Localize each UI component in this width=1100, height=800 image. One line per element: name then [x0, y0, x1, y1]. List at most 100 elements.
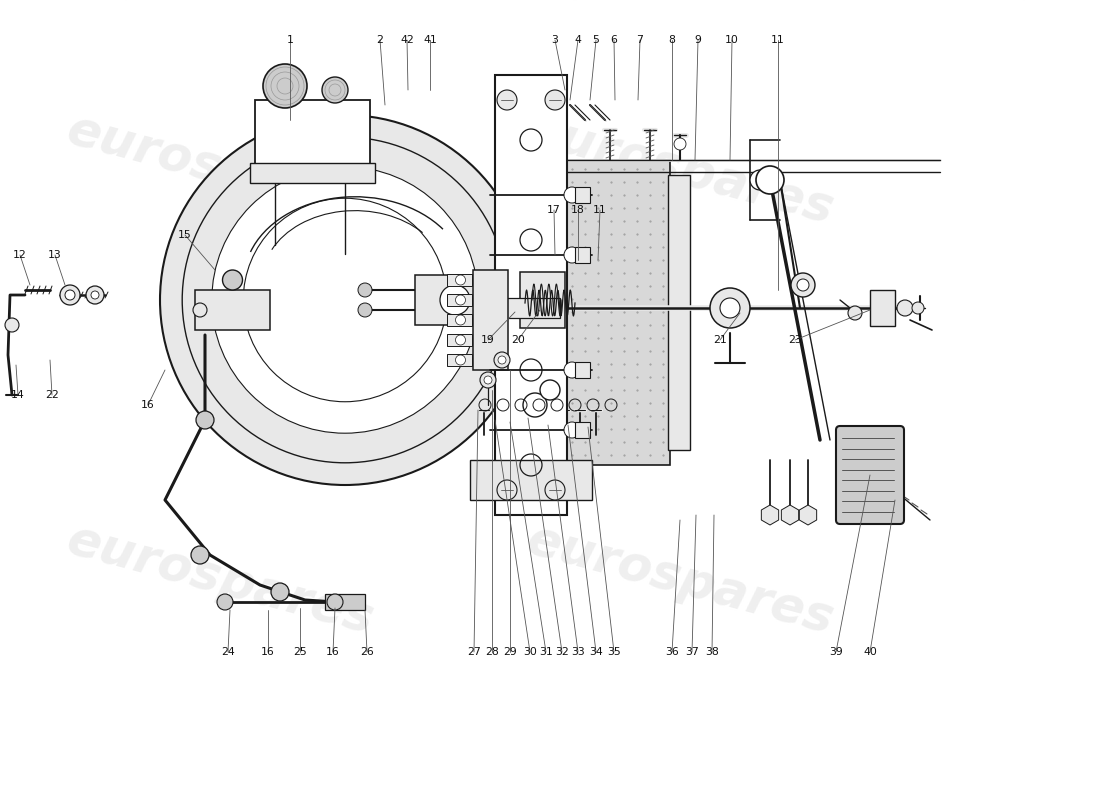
Bar [250, 163, 375, 183]
Circle shape [564, 187, 580, 203]
Circle shape [480, 372, 496, 388]
Bar [415, 275, 495, 325]
Bar [255, 100, 370, 165]
Text: 9: 9 [694, 35, 702, 45]
Text: 17: 17 [547, 205, 561, 215]
Text: 25: 25 [293, 647, 307, 657]
Text: 37: 37 [685, 647, 698, 657]
Bar [448, 294, 473, 306]
Circle shape [564, 422, 580, 438]
Circle shape [212, 166, 478, 434]
Text: 36: 36 [666, 647, 679, 657]
Text: 5: 5 [593, 35, 600, 45]
Circle shape [440, 285, 470, 315]
Bar [324, 594, 365, 610]
Bar [668, 175, 690, 450]
Circle shape [60, 285, 80, 305]
Circle shape [455, 355, 465, 365]
Bar [565, 160, 670, 465]
Text: 19: 19 [481, 335, 495, 345]
Text: 10: 10 [725, 35, 739, 45]
Text: 27: 27 [468, 647, 481, 657]
Text: 33: 33 [571, 647, 585, 657]
Circle shape [322, 77, 348, 103]
Text: 16: 16 [141, 400, 155, 410]
Bar [575, 187, 590, 203]
Circle shape [183, 138, 508, 462]
Circle shape [498, 356, 506, 364]
Circle shape [160, 115, 530, 485]
FancyBboxPatch shape [836, 426, 904, 524]
Circle shape [848, 306, 862, 320]
Circle shape [86, 286, 104, 304]
Text: 2: 2 [376, 35, 384, 45]
Text: 15: 15 [178, 230, 191, 240]
Bar [448, 334, 473, 346]
Circle shape [522, 393, 547, 417]
Circle shape [243, 198, 447, 402]
Text: 38: 38 [705, 647, 719, 657]
Text: 22: 22 [45, 390, 59, 400]
Circle shape [896, 300, 913, 316]
Text: 32: 32 [556, 647, 569, 657]
Text: 28: 28 [485, 647, 499, 657]
Circle shape [484, 376, 492, 384]
Text: eurospares: eurospares [521, 106, 839, 234]
Circle shape [196, 411, 214, 429]
Text: 8: 8 [669, 35, 675, 45]
Text: 18: 18 [571, 205, 585, 215]
Bar [870, 290, 895, 326]
Text: 42: 42 [400, 35, 414, 45]
Circle shape [455, 335, 465, 345]
Text: eurospares: eurospares [62, 106, 378, 234]
Bar [195, 290, 270, 330]
Circle shape [544, 480, 565, 500]
Text: 41: 41 [424, 35, 437, 45]
Bar [520, 272, 565, 328]
Circle shape [756, 166, 784, 194]
Circle shape [327, 594, 343, 610]
Text: 20: 20 [512, 335, 525, 345]
Text: 29: 29 [503, 647, 517, 657]
Circle shape [791, 273, 815, 297]
Bar [473, 270, 507, 370]
Text: 26: 26 [360, 647, 374, 657]
Circle shape [540, 380, 560, 400]
Circle shape [271, 583, 289, 601]
Circle shape [544, 90, 565, 110]
Circle shape [358, 283, 372, 297]
Circle shape [455, 295, 465, 305]
Text: 14: 14 [11, 390, 25, 400]
Bar [575, 362, 590, 378]
Text: 11: 11 [593, 205, 607, 215]
Text: 3: 3 [551, 35, 559, 45]
Text: 24: 24 [221, 647, 235, 657]
Circle shape [912, 302, 924, 314]
Bar [470, 460, 592, 500]
Text: 16: 16 [261, 647, 275, 657]
Circle shape [91, 291, 99, 299]
Circle shape [720, 298, 740, 318]
Text: 40: 40 [864, 647, 877, 657]
Text: 30: 30 [524, 647, 537, 657]
Bar [575, 422, 590, 438]
Circle shape [65, 290, 75, 300]
Text: 31: 31 [539, 647, 553, 657]
Text: 16: 16 [326, 647, 340, 657]
Circle shape [494, 352, 510, 368]
Circle shape [263, 64, 307, 108]
Circle shape [497, 480, 517, 500]
Circle shape [497, 90, 517, 110]
Text: eurospares: eurospares [521, 516, 839, 644]
Circle shape [750, 170, 770, 190]
Circle shape [217, 594, 233, 610]
Text: 34: 34 [590, 647, 603, 657]
Text: 35: 35 [607, 647, 620, 657]
Circle shape [564, 247, 580, 263]
Text: 4: 4 [574, 35, 582, 45]
Circle shape [358, 303, 372, 317]
Circle shape [222, 270, 242, 290]
Bar [505, 298, 560, 318]
Bar [448, 314, 473, 326]
Bar [448, 354, 473, 366]
